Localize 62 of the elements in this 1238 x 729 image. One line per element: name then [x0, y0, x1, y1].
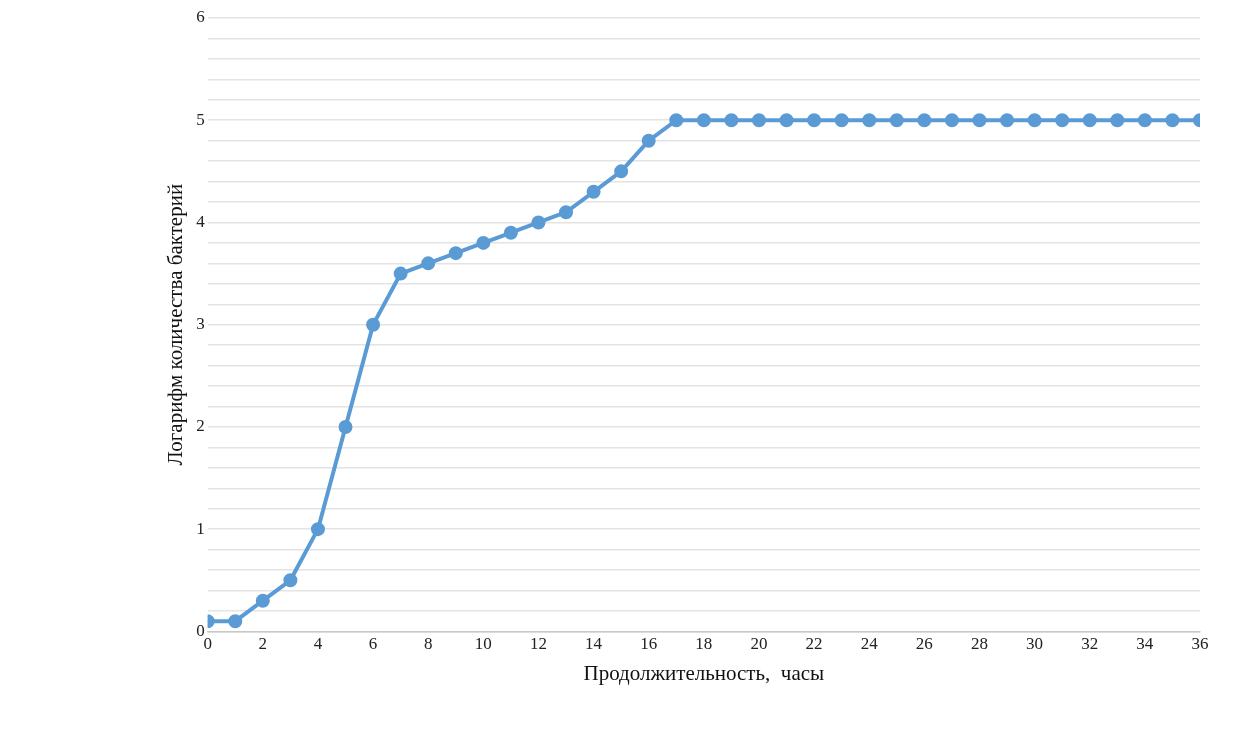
point — [228, 614, 243, 629]
point — [834, 113, 849, 128]
point — [751, 113, 766, 128]
x-tick-label: 6 — [368, 634, 378, 654]
x-tick-label: 26 — [915, 634, 933, 654]
point — [614, 164, 629, 179]
x-tick-label: 28 — [970, 634, 988, 654]
x-tick-label: 20 — [750, 634, 768, 654]
point — [310, 522, 325, 537]
x-tick-label: 30 — [1026, 634, 1044, 654]
point — [917, 113, 932, 128]
point — [862, 113, 877, 128]
x-tick-label: 16 — [640, 634, 658, 654]
point — [366, 317, 381, 332]
point — [255, 593, 270, 608]
point — [283, 573, 298, 588]
point — [779, 113, 794, 128]
point — [944, 113, 959, 128]
x-tick-label: 4 — [313, 634, 323, 654]
x-tick-label: 34 — [1136, 634, 1154, 654]
point — [669, 113, 684, 128]
point — [641, 133, 656, 148]
y-tick-label: 2 — [196, 416, 205, 436]
point — [1027, 113, 1042, 128]
y-axis-title: Логарифм количества бактерий — [163, 183, 188, 466]
point — [559, 205, 574, 220]
y-tick-label: 3 — [196, 314, 205, 334]
y-tick-label: 5 — [196, 109, 205, 129]
x-tick-label: 36 — [1191, 634, 1209, 654]
point — [586, 184, 601, 199]
point — [338, 419, 353, 434]
y-tick-label: 0 — [196, 620, 205, 640]
x-tick-label: 14 — [585, 634, 603, 654]
y-tick-label: 6 — [196, 7, 205, 27]
point — [531, 215, 546, 230]
point — [393, 266, 408, 281]
x-tick-label: 22 — [805, 634, 823, 654]
point — [421, 256, 436, 271]
point — [1165, 113, 1180, 128]
y-tick-label: 1 — [196, 518, 205, 538]
point — [1110, 113, 1125, 128]
x-tick-label: 8 — [423, 634, 433, 654]
point — [1055, 113, 1070, 128]
point — [476, 235, 491, 250]
point — [972, 113, 987, 128]
x-tick-label: 10 — [474, 634, 492, 654]
point — [503, 225, 518, 240]
point — [807, 113, 822, 128]
point — [889, 113, 904, 128]
x-tick-label: 24 — [860, 634, 879, 654]
x-tick-label: 32 — [1081, 634, 1099, 654]
x-tick-label: 18 — [695, 634, 713, 654]
x-tick-label: 2 — [258, 634, 268, 654]
point — [1000, 113, 1015, 128]
x-tick-label: 12 — [529, 634, 547, 654]
point — [448, 246, 463, 261]
x-axis-title: Продолжительность, часы — [583, 660, 825, 685]
y-tick-label: 4 — [196, 211, 206, 231]
point — [1082, 113, 1097, 128]
point — [724, 113, 739, 128]
point — [696, 113, 711, 128]
point — [1137, 113, 1152, 128]
